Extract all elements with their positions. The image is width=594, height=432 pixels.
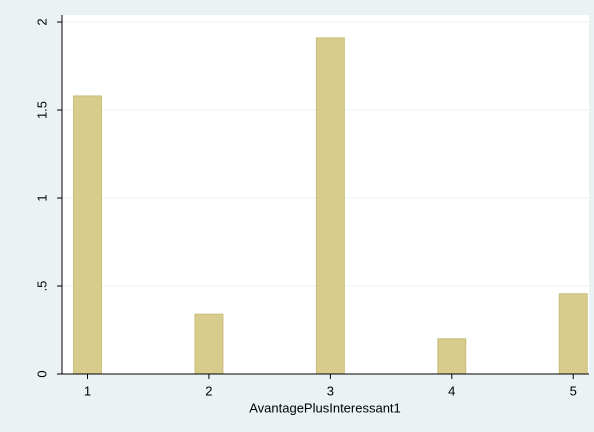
- bar: [73, 95, 102, 375]
- bar: [315, 37, 345, 375]
- y-tick-label: 2: [34, 18, 49, 25]
- y-tick-label: .5: [34, 281, 49, 292]
- x-tick-label: 5: [570, 383, 577, 398]
- x-tick-label: 2: [205, 383, 212, 398]
- bar: [194, 313, 224, 375]
- y-tick-label: 0: [34, 370, 49, 377]
- x-axis-title: AvantagePlusInteressant1: [249, 400, 401, 415]
- x-tick-label: 4: [448, 383, 455, 398]
- bar: [558, 293, 588, 375]
- x-tick-label: 1: [84, 383, 91, 398]
- y-tick-label: 1.5: [34, 101, 49, 119]
- x-tick-label: 3: [327, 383, 334, 398]
- y-tick-label: 1: [34, 194, 49, 201]
- bar: [437, 338, 467, 375]
